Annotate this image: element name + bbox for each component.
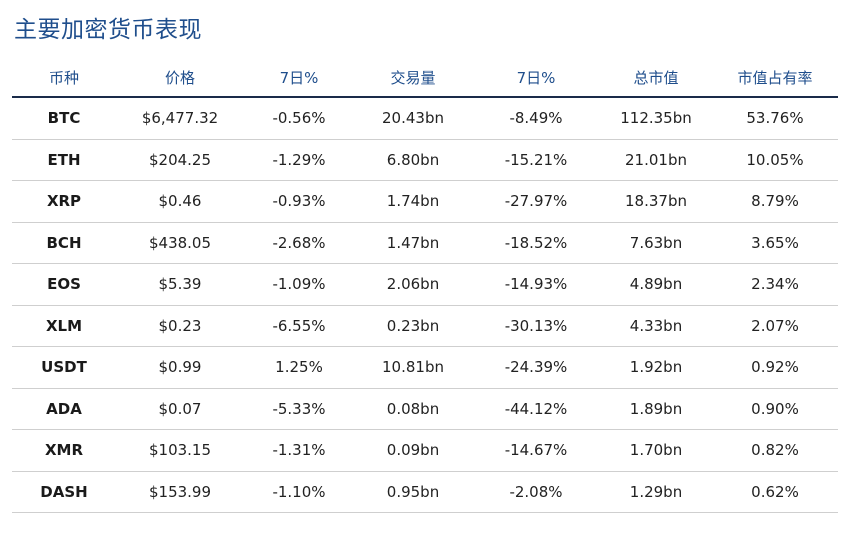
coin-symbol-cell: XMR [12,429,116,472]
volume-7d-change-cell: -14.67% [472,429,600,472]
price-7d-change-cell: 1.25% [244,346,354,389]
table-row: XMR $103.15 -1.31% 0.09bn -14.67% 1.70bn 0.82% [12,429,838,472]
market-cap-cell: 1.70bn [600,429,712,472]
coin-symbol-cell: XLM [12,305,116,347]
market-cap-cell: 1.29bn [600,471,712,513]
market-cap-cell: 4.33bn [600,305,712,347]
table-row: BCH $438.05 -2.68% 1.47bn -18.52% 7.63bn 3.65% [12,222,838,264]
market-cap-cell: 18.37bn [600,180,712,223]
table-row: ETH $204.25 -1.29% 6.80bn -15.21% 21.01bn 10.0… [12,139,838,181]
volume-cell: 20.43bn [354,97,472,140]
volume-7d-change-cell: -14.93% [472,263,600,306]
column-header-volume-7d-change: 7日% [472,58,600,98]
price-cell: $204.25 [116,139,244,181]
market-cap-cell: 1.89bn [600,388,712,430]
coin-symbol-cell: USDT [12,346,116,389]
price-7d-change-cell: -1.29% [244,139,354,181]
price-7d-change-cell: -1.31% [244,429,354,472]
volume-cell: 1.47bn [354,222,472,264]
volume-cell: 0.23bn [354,305,472,347]
table-row: USDT $0.99 1.25% 10.81bn -24.39% 1.92bn 0.92% [12,346,838,389]
price-cell: $5.39 [116,263,244,306]
coin-symbol-cell: BCH [12,222,116,264]
price-7d-change-cell: -2.68% [244,222,354,264]
column-header-price: 价格 [116,58,244,98]
volume-7d-change-cell: -24.39% [472,346,600,389]
column-header-price-7d-change: 7日% [244,58,354,98]
price-cell: $0.23 [116,305,244,347]
volume-cell: 0.08bn [354,388,472,430]
market-share-cell: 0.82% [712,429,838,472]
volume-cell: 6.80bn [354,139,472,181]
price-cell: $0.46 [116,180,244,223]
price-cell: $103.15 [116,429,244,472]
market-cap-cell: 112.35bn [600,97,712,140]
price-7d-change-cell: -1.10% [244,471,354,513]
market-share-cell: 10.05% [712,139,838,181]
table-row: DASH $153.99 -1.10% 0.95bn -2.08% 1.29bn 0.62% [12,471,838,513]
table-row: ADA $0.07 -5.33% 0.08bn -44.12% 1.89bn 0.90% [12,388,838,430]
price-cell: $438.05 [116,222,244,264]
price-cell: $6,477.32 [116,97,244,140]
column-header-market-share: 市值占有率 [712,58,838,98]
price-cell: $0.99 [116,346,244,389]
market-share-cell: 2.07% [712,305,838,347]
market-share-cell: 53.76% [712,97,838,140]
volume-7d-change-cell: -15.21% [472,139,600,181]
price-7d-change-cell: -1.09% [244,263,354,306]
volume-7d-change-cell: -44.12% [472,388,600,430]
price-cell: $0.07 [116,388,244,430]
coin-symbol-cell: DASH [12,471,116,513]
coin-symbol-cell: BTC [12,97,116,140]
volume-cell: 0.09bn [354,429,472,472]
table-header-row: 币种 价格 7日% 交易量 7日% 总市值 市值占有率 [12,58,838,98]
market-cap-cell: 7.63bn [600,222,712,264]
price-7d-change-cell: -0.56% [244,97,354,140]
market-share-cell: 8.79% [712,180,838,223]
column-header-coin: 币种 [12,58,116,98]
market-cap-cell: 4.89bn [600,263,712,306]
volume-cell: 10.81bn [354,346,472,389]
coin-symbol-cell: EOS [12,263,116,306]
table-row: XRP $0.46 -0.93% 1.74bn -27.97% 18.37bn 8.79% [12,180,838,223]
market-share-cell: 0.90% [712,388,838,430]
volume-cell: 1.74bn [354,180,472,223]
coin-symbol-cell: XRP [12,180,116,223]
price-7d-change-cell: -6.55% [244,305,354,347]
market-share-cell: 0.92% [712,346,838,389]
price-7d-change-cell: -0.93% [244,180,354,223]
price-cell: $153.99 [116,471,244,513]
market-share-cell: 2.34% [712,263,838,306]
column-header-volume: 交易量 [354,58,472,98]
price-7d-change-cell: -5.33% [244,388,354,430]
coin-symbol-cell: ETH [12,139,116,181]
volume-cell: 2.06bn [354,263,472,306]
table-row: EOS $5.39 -1.09% 2.06bn -14.93% 4.89bn 2.34% [12,263,838,306]
market-cap-cell: 1.92bn [600,346,712,389]
page-title: 主要加密货币表现 [14,17,202,43]
volume-7d-change-cell: -8.49% [472,97,600,140]
volume-7d-change-cell: -30.13% [472,305,600,347]
market-share-cell: 3.65% [712,222,838,264]
table-row: XLM $0.23 -6.55% 0.23bn -30.13% 4.33bn 2.07% [12,305,838,347]
column-header-market-cap: 总市值 [600,58,712,98]
volume-cell: 0.95bn [354,471,472,513]
volume-7d-change-cell: -27.97% [472,180,600,223]
market-cap-cell: 21.01bn [600,139,712,181]
coin-symbol-cell: ADA [12,388,116,430]
market-share-cell: 0.62% [712,471,838,513]
table-body: BTC $6,477.32 -0.56% 20.43bn -8.49% 112.35bn 5… [12,97,838,513]
volume-7d-change-cell: -2.08% [472,471,600,513]
table-row: BTC $6,477.32 -0.56% 20.43bn -8.49% 112.35bn 5… [12,97,838,140]
crypto-table: 币种 价格 7日% 交易量 7日% 总市值 市值占有率 BTC $6,477.32… [12,58,838,513]
volume-7d-change-cell: -18.52% [472,222,600,264]
